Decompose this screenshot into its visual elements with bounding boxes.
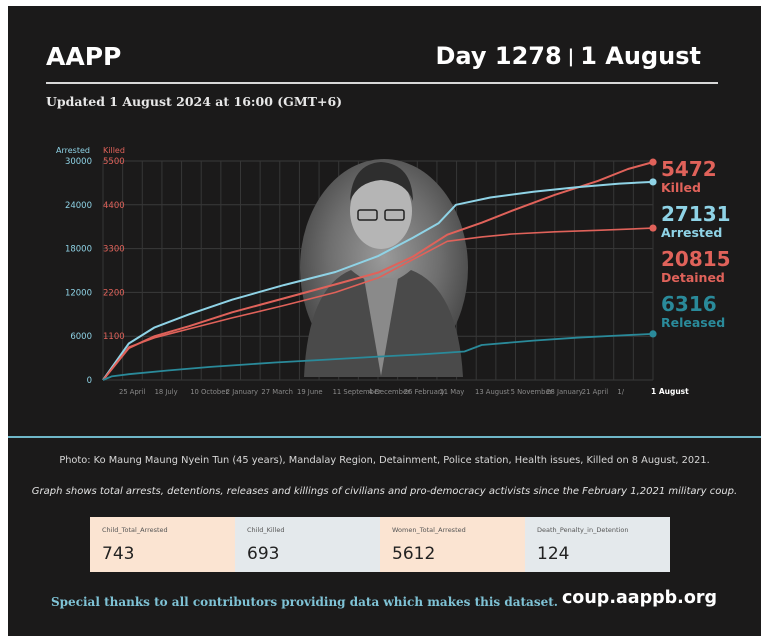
left-axis-label: Arrested — [56, 146, 90, 155]
end-name-detained: Detained — [661, 270, 725, 285]
left-tick-label: 24000 — [65, 201, 92, 211]
date-label: 1 August — [580, 42, 701, 70]
end-value-detained: 20815 — [661, 247, 731, 271]
right-tick-label: 5500 — [103, 157, 125, 167]
x-tick-label: 10 October — [190, 388, 228, 396]
x-tick-label: 26 February — [404, 388, 445, 396]
series-line-arrested — [102, 180, 654, 381]
updated-timestamp: Updated 1 August 2024 at 16:00 (GMT+6) — [46, 94, 343, 109]
end-name-released: Released — [661, 315, 725, 330]
series-endpoint-released — [649, 330, 657, 338]
series-line-released — [102, 333, 654, 381]
x-tick-label: 13 August — [475, 388, 510, 396]
stat-label: Death_Penalty_in_Detention — [537, 526, 629, 534]
series-endpoint-killed — [649, 158, 657, 166]
axes-layer: Arrested 0 6000 12000 18000 24000 30000 Killed 1… — [56, 146, 731, 396]
header-divider — [46, 82, 718, 84]
x-tick-label: 18 July — [155, 388, 178, 396]
right-tick-label: 4400 — [103, 201, 125, 211]
end-value-killed: 5472 — [661, 157, 717, 181]
heading-separator: | — [567, 46, 575, 67]
stat-label: Child_Total_Arrested — [102, 526, 168, 534]
left-tick-label: 0 — [87, 376, 92, 386]
x-tick-label: 1 August — [651, 387, 689, 396]
end-value-arrested: 27131 — [661, 202, 731, 226]
series-line-detained — [102, 227, 654, 381]
x-tick-label: 11 September — [333, 388, 382, 396]
thanks-note: Special thanks to all contributors provi… — [51, 595, 558, 609]
stat-value: 5612 — [392, 544, 436, 564]
end-name-killed: Killed — [661, 180, 701, 195]
right-axis-label: Killed — [103, 146, 125, 155]
x-tick-label: 19 June — [297, 388, 323, 396]
left-tick-label: 30000 — [65, 157, 92, 167]
stat-child-total-arrested: Child_Total_Arrested 743 — [90, 517, 235, 572]
right-tick-label: 2200 — [103, 288, 125, 298]
stats-row: Child_Total_Arrested 743 Child_Killed 693 … — [90, 517, 670, 572]
photo-caption: Photo: Ko Maung Maung Nyein Tun (45 year… — [59, 455, 710, 466]
portrait-photo — [300, 159, 468, 377]
series-endpoint-detained — [649, 224, 657, 232]
x-tick-label: 21 April — [582, 388, 608, 396]
left-tick-label: 6000 — [70, 332, 92, 342]
right-tick-label: 1100 — [103, 332, 125, 342]
x-tick-label: 25 April — [119, 388, 145, 396]
left-tick-label: 18000 — [65, 245, 92, 255]
day-date-heading: Day 1278 | 1 August — [435, 42, 701, 70]
line-chart: Arrested 0 6000 12000 18000 24000 30000 Killed 1… — [56, 146, 731, 396]
x-tick-label: 4 December — [368, 388, 410, 396]
section-divider — [8, 436, 761, 438]
x-tick-label: 1/ — [617, 388, 624, 396]
stat-value: 693 — [247, 544, 280, 564]
x-tick-label: 21 May — [439, 388, 464, 396]
series-layer — [102, 158, 657, 381]
stat-death-penalty-in-detention: Death_Penalty_in_Detention 124 — [525, 517, 670, 572]
end-name-arrested: Arrested — [661, 225, 722, 240]
stat-value: 124 — [537, 544, 570, 564]
stat-label: Child_Killed — [247, 526, 285, 534]
x-tick-label: 28 January — [546, 388, 583, 396]
stat-women-total-arrested: Women_Total_Arrested 5612 — [380, 517, 525, 572]
day-label: Day 1278 — [435, 42, 562, 70]
end-value-released: 6316 — [661, 292, 717, 316]
infographic-card: AAPP Day 1278 | 1 August Updated 1 August … — [8, 6, 761, 636]
site-link[interactable]: coup.aappb.org — [561, 588, 717, 608]
series-endpoint-arrested — [649, 178, 657, 186]
stat-value: 743 — [102, 544, 135, 564]
x-tick-label: 2 January — [226, 388, 258, 396]
org-title: AAPP — [46, 42, 122, 71]
x-tick-label: 27 March — [261, 388, 293, 396]
left-tick-label: 12000 — [65, 288, 92, 298]
right-tick-label: 3300 — [103, 245, 125, 255]
graph-description: Graph shows total arrests, detentions, r… — [31, 486, 738, 497]
stat-label: Women_Total_Arrested — [392, 526, 466, 534]
stat-child-killed: Child_Killed 693 — [235, 517, 380, 572]
x-tick-label: 5 November — [511, 388, 553, 396]
